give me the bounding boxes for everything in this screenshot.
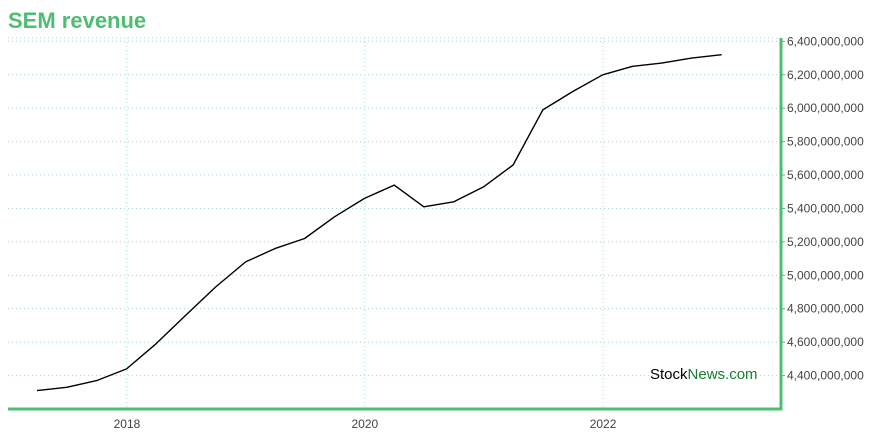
grid-lines <box>8 37 781 409</box>
y-tick-label: 6,000,000,000 <box>787 101 864 115</box>
data-point <box>363 197 366 200</box>
data-point <box>571 90 574 93</box>
y-tick-label: 4,600,000,000 <box>787 335 864 349</box>
data-point <box>95 379 98 382</box>
y-tick-label: 5,600,000,000 <box>787 168 864 182</box>
y-tick-label: 5,200,000,000 <box>787 235 864 249</box>
chart-title: SEM revenue <box>8 8 147 33</box>
y-tick-label: 4,400,000,000 <box>787 369 864 383</box>
data-point <box>125 367 128 370</box>
data-point <box>541 108 544 111</box>
data-point <box>393 184 396 187</box>
y-tick-label: 4,800,000,000 <box>787 302 864 316</box>
data-point <box>690 57 693 60</box>
data-point <box>452 200 455 203</box>
data-point <box>333 215 336 218</box>
data-point <box>720 53 723 56</box>
data-point <box>660 62 663 65</box>
data-point <box>273 247 276 250</box>
x-tick-label: 2018 <box>114 417 141 431</box>
data-point <box>482 185 485 188</box>
data-point <box>214 286 217 289</box>
data-point <box>512 164 515 167</box>
data-point <box>184 314 187 317</box>
watermark-stock: Stock <box>650 366 688 383</box>
x-tick-label: 2022 <box>590 417 617 431</box>
data-point <box>154 342 157 345</box>
watermark-com: .com <box>725 366 758 383</box>
watermark-news: News <box>687 366 726 383</box>
x-tick-label: 2020 <box>351 417 378 431</box>
data-point <box>36 389 39 392</box>
revenue-line <box>36 54 722 392</box>
data-point <box>244 260 247 263</box>
data-point <box>65 386 68 389</box>
y-tick-label: 6,400,000,000 <box>787 34 864 48</box>
y-tick-label: 5,400,000,000 <box>787 201 864 215</box>
data-point <box>631 65 634 68</box>
y-tick-label: 5,800,000,000 <box>787 135 864 149</box>
watermark: StockNews.com <box>650 366 758 384</box>
series <box>36 53 723 392</box>
tick-labels: 4,400,000,000 4,600,000,000 4,800,000,000 5… <box>114 34 864 431</box>
data-point <box>601 73 604 76</box>
y-tick-label: 6,200,000,000 <box>787 68 864 82</box>
y-tick-label: 5,000,000,000 <box>787 268 864 282</box>
data-point <box>303 237 306 240</box>
axes <box>8 38 785 411</box>
data-point <box>422 205 425 208</box>
